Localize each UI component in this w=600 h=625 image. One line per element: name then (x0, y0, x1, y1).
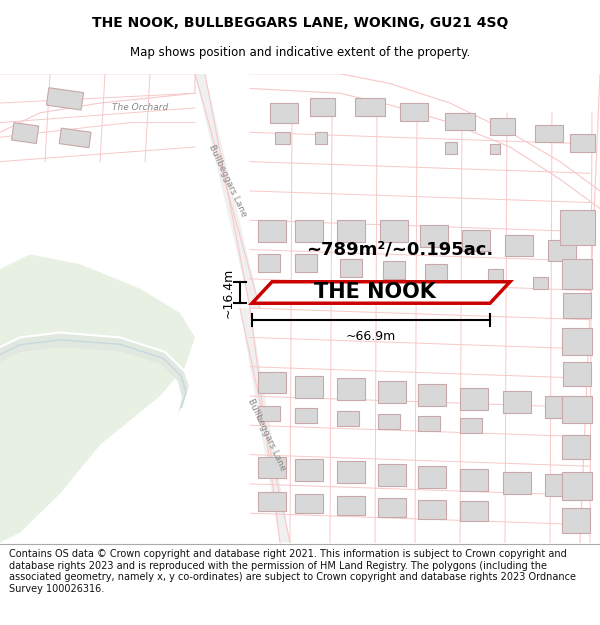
Bar (418, 416, 440, 431)
Bar (562, 508, 590, 532)
Bar (378, 498, 406, 517)
Bar (337, 496, 365, 515)
Bar (258, 492, 286, 511)
Polygon shape (0, 254, 195, 542)
Bar (258, 254, 280, 272)
Text: ~789m²/~0.195ac.: ~789m²/~0.195ac. (307, 241, 494, 259)
Bar (337, 411, 359, 426)
Bar (383, 261, 405, 279)
Bar (258, 406, 280, 421)
Bar (490, 118, 515, 135)
Bar (548, 240, 576, 261)
Bar (418, 384, 446, 406)
Bar (355, 98, 385, 116)
Text: Bullbeggars Lane: Bullbeggars Lane (208, 144, 248, 219)
Bar (535, 124, 563, 142)
Bar (315, 132, 327, 144)
FancyBboxPatch shape (46, 88, 83, 110)
Bar (503, 472, 531, 494)
Bar (570, 134, 595, 152)
Bar (562, 259, 592, 289)
Text: Contains OS data © Crown copyright and database right 2021. This information is : Contains OS data © Crown copyright and d… (9, 549, 576, 594)
Bar (378, 414, 400, 429)
Polygon shape (0, 332, 190, 414)
Bar (562, 396, 592, 423)
Bar (460, 388, 488, 410)
Bar (258, 220, 286, 242)
Bar (295, 459, 323, 481)
Bar (533, 277, 548, 289)
Bar (488, 269, 503, 281)
Bar (270, 103, 298, 122)
Polygon shape (252, 282, 510, 303)
Bar (418, 499, 446, 519)
Bar (340, 259, 362, 277)
Bar (562, 328, 592, 355)
Bar (460, 469, 488, 491)
FancyBboxPatch shape (59, 128, 91, 148)
Bar (295, 494, 323, 513)
Bar (295, 408, 317, 423)
Bar (462, 230, 490, 251)
Bar (275, 132, 290, 144)
Bar (505, 235, 533, 256)
Bar (310, 98, 335, 116)
Bar (418, 466, 446, 488)
Text: Map shows position and indicative extent of the property.: Map shows position and indicative extent… (130, 46, 470, 59)
Text: The Orchard: The Orchard (112, 103, 168, 112)
Polygon shape (240, 308, 290, 542)
Bar (560, 211, 595, 244)
Bar (420, 225, 448, 247)
Bar (380, 220, 408, 242)
Bar (562, 472, 592, 499)
Bar (337, 378, 365, 400)
FancyBboxPatch shape (11, 122, 39, 144)
Bar (258, 456, 286, 478)
Bar (563, 362, 591, 386)
Bar (460, 418, 482, 433)
Bar (460, 501, 488, 521)
Bar (378, 381, 406, 403)
Bar (295, 254, 317, 272)
Bar (445, 112, 475, 131)
Bar (425, 264, 447, 282)
Bar (295, 376, 323, 398)
Text: Bullbeggars Lane: Bullbeggars Lane (247, 398, 287, 472)
Text: THE NOOK: THE NOOK (314, 282, 436, 302)
Bar (337, 461, 365, 483)
Bar (295, 220, 323, 242)
Bar (445, 142, 457, 154)
Polygon shape (195, 74, 260, 308)
Bar (545, 396, 573, 418)
Bar (562, 435, 590, 459)
Bar (503, 391, 531, 412)
Text: ~16.4m: ~16.4m (222, 268, 235, 318)
Text: ~66.9m: ~66.9m (346, 329, 396, 342)
Bar (337, 220, 365, 242)
Text: THE NOOK, BULLBEGGARS LANE, WOKING, GU21 4SQ: THE NOOK, BULLBEGGARS LANE, WOKING, GU21… (92, 16, 508, 30)
Bar (378, 464, 406, 486)
Bar (258, 372, 286, 393)
Bar (490, 144, 500, 154)
Bar (400, 103, 428, 121)
Bar (545, 474, 573, 496)
Bar (563, 294, 591, 318)
